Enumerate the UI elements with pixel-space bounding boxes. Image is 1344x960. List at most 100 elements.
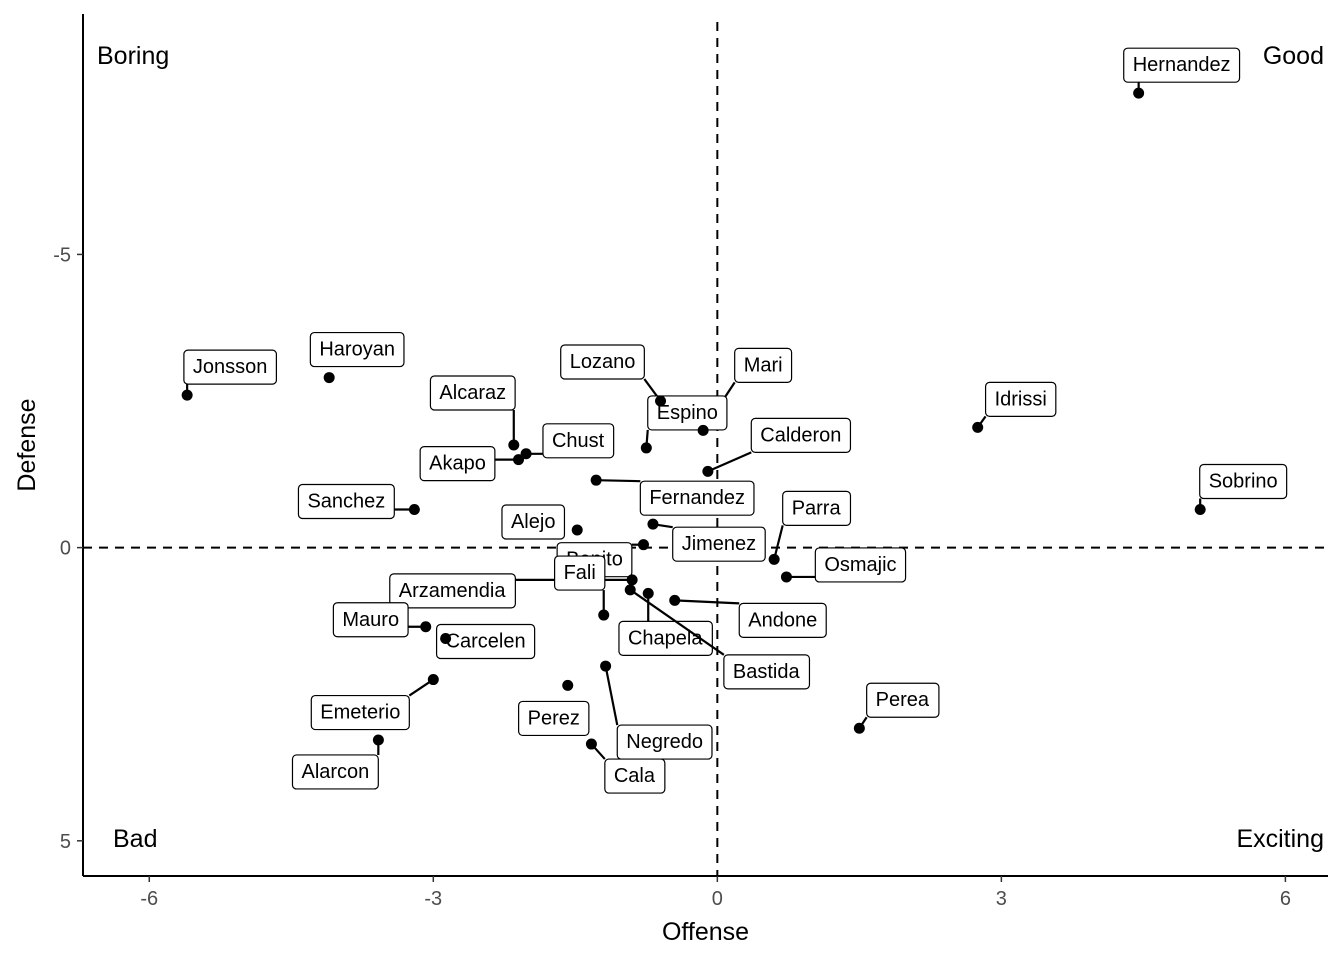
label-box xyxy=(435,623,536,660)
quadrant-label-exciting: Exciting xyxy=(1236,825,1324,853)
scatter-point xyxy=(972,421,984,433)
point-label: Andone xyxy=(748,609,817,631)
quadrant-label-boring: Boring xyxy=(97,42,169,70)
scatter-point xyxy=(853,722,865,734)
label-box xyxy=(297,483,395,520)
scatter-point xyxy=(590,474,602,486)
scatter-point xyxy=(585,738,597,750)
label-box xyxy=(984,381,1057,418)
point-label: Sanchez xyxy=(307,491,385,513)
point-label-group: Fernandez xyxy=(639,480,755,516)
quadrant-label-good: Good xyxy=(1263,42,1324,70)
y-tick-label: -5 xyxy=(53,244,71,266)
label-box xyxy=(560,344,645,380)
leader-line xyxy=(629,588,725,656)
point-label-group: Sobrino xyxy=(1199,463,1288,500)
leader-line xyxy=(707,451,752,473)
label-box xyxy=(723,654,811,690)
point-label-group: Carcelen xyxy=(435,623,536,660)
point-label: Bastida xyxy=(733,661,801,683)
scatter-point xyxy=(669,594,681,606)
label-box xyxy=(734,347,793,383)
x-tick-label: 3 xyxy=(996,888,1007,910)
label-box xyxy=(1123,47,1241,83)
point-label: Jimenez xyxy=(682,533,756,555)
point-label-group: Idrissi xyxy=(984,381,1057,418)
y-tick-label: 0 xyxy=(60,538,71,560)
point-label-group: Haroyan xyxy=(309,331,405,368)
point-label-group: Andone xyxy=(738,602,827,638)
point-label-group: Hernandez xyxy=(1123,47,1241,83)
point-label: Idrissi xyxy=(995,388,1047,410)
leader-line xyxy=(596,479,641,483)
point-label: Arzamendia xyxy=(399,580,507,602)
x-axis-title: Offense xyxy=(662,918,749,946)
point-label: Alcaraz xyxy=(439,382,506,404)
leader-line xyxy=(604,665,619,726)
quadrant-labels: Boring Good Bad Exciting xyxy=(97,42,1324,853)
point-label: Calderon xyxy=(760,424,841,446)
scatter-point xyxy=(768,553,780,565)
scatter-point xyxy=(640,442,652,454)
point-label-group: Osmajic xyxy=(814,547,907,583)
point-label-group: Mauro xyxy=(332,602,409,638)
label-box xyxy=(542,423,615,459)
point-label: Emeterio xyxy=(320,702,400,724)
scatter-point xyxy=(520,448,532,460)
label-box xyxy=(291,754,379,790)
label-box xyxy=(866,682,940,718)
scatter-point xyxy=(626,574,638,586)
point-label: Chust xyxy=(552,430,605,452)
point-label-group: Emeterio xyxy=(310,694,410,731)
x-tick-label: -6 xyxy=(140,888,158,910)
scatter-point xyxy=(598,609,610,621)
scatter-point xyxy=(372,734,384,746)
point-label-group: Sanchez xyxy=(297,483,395,520)
point-label: Fernandez xyxy=(649,487,745,509)
label-box xyxy=(501,504,566,540)
scatter-point xyxy=(697,424,709,436)
scatter-point xyxy=(642,587,654,599)
scatter-point xyxy=(702,465,714,477)
scatter-point xyxy=(624,584,636,596)
point-label-group: Akapo xyxy=(419,446,496,482)
point-label: Chapela xyxy=(628,627,703,649)
label-box xyxy=(183,349,277,385)
point-label: Jonsson xyxy=(193,356,268,378)
label-box xyxy=(738,602,827,638)
label-box xyxy=(309,331,405,368)
point-label: Haroyan xyxy=(319,339,395,361)
scatter-point xyxy=(655,395,667,407)
point-label-group: Arzamendia xyxy=(389,573,516,609)
reference-lines xyxy=(83,22,1328,876)
point-label: Alarcon xyxy=(301,761,369,783)
point-label: Mari xyxy=(744,354,783,376)
point-label-group: Alcaraz xyxy=(429,375,516,411)
label-box xyxy=(604,758,666,794)
point-label-group: Alarcon xyxy=(291,754,379,790)
scatter-point xyxy=(637,539,649,551)
scatter-point xyxy=(427,674,439,686)
y-tick-label: 5 xyxy=(60,831,71,853)
point-label-group: Fali xyxy=(554,555,606,591)
label-box xyxy=(419,446,496,482)
label-box xyxy=(647,395,728,431)
scatter-point xyxy=(1133,87,1145,99)
label-box xyxy=(814,547,907,583)
point-label: Akapo xyxy=(429,453,486,475)
point-label-group: Bastida xyxy=(723,654,811,690)
point-label: Lozano xyxy=(570,351,636,373)
scatter-point xyxy=(323,372,335,384)
point-label: Parra xyxy=(792,497,842,519)
label-box xyxy=(639,480,755,516)
axes: -6 -3 0 3 6 -5 0 5 xyxy=(53,14,1328,910)
label-box xyxy=(554,555,606,591)
point-label: Cala xyxy=(614,765,656,787)
scatter-point xyxy=(780,571,792,583)
scatter-point xyxy=(562,679,574,691)
label-box xyxy=(389,573,516,609)
scatter-point xyxy=(181,389,193,401)
x-tick-label: -3 xyxy=(424,888,442,910)
point-label-group: Mari xyxy=(734,347,793,383)
